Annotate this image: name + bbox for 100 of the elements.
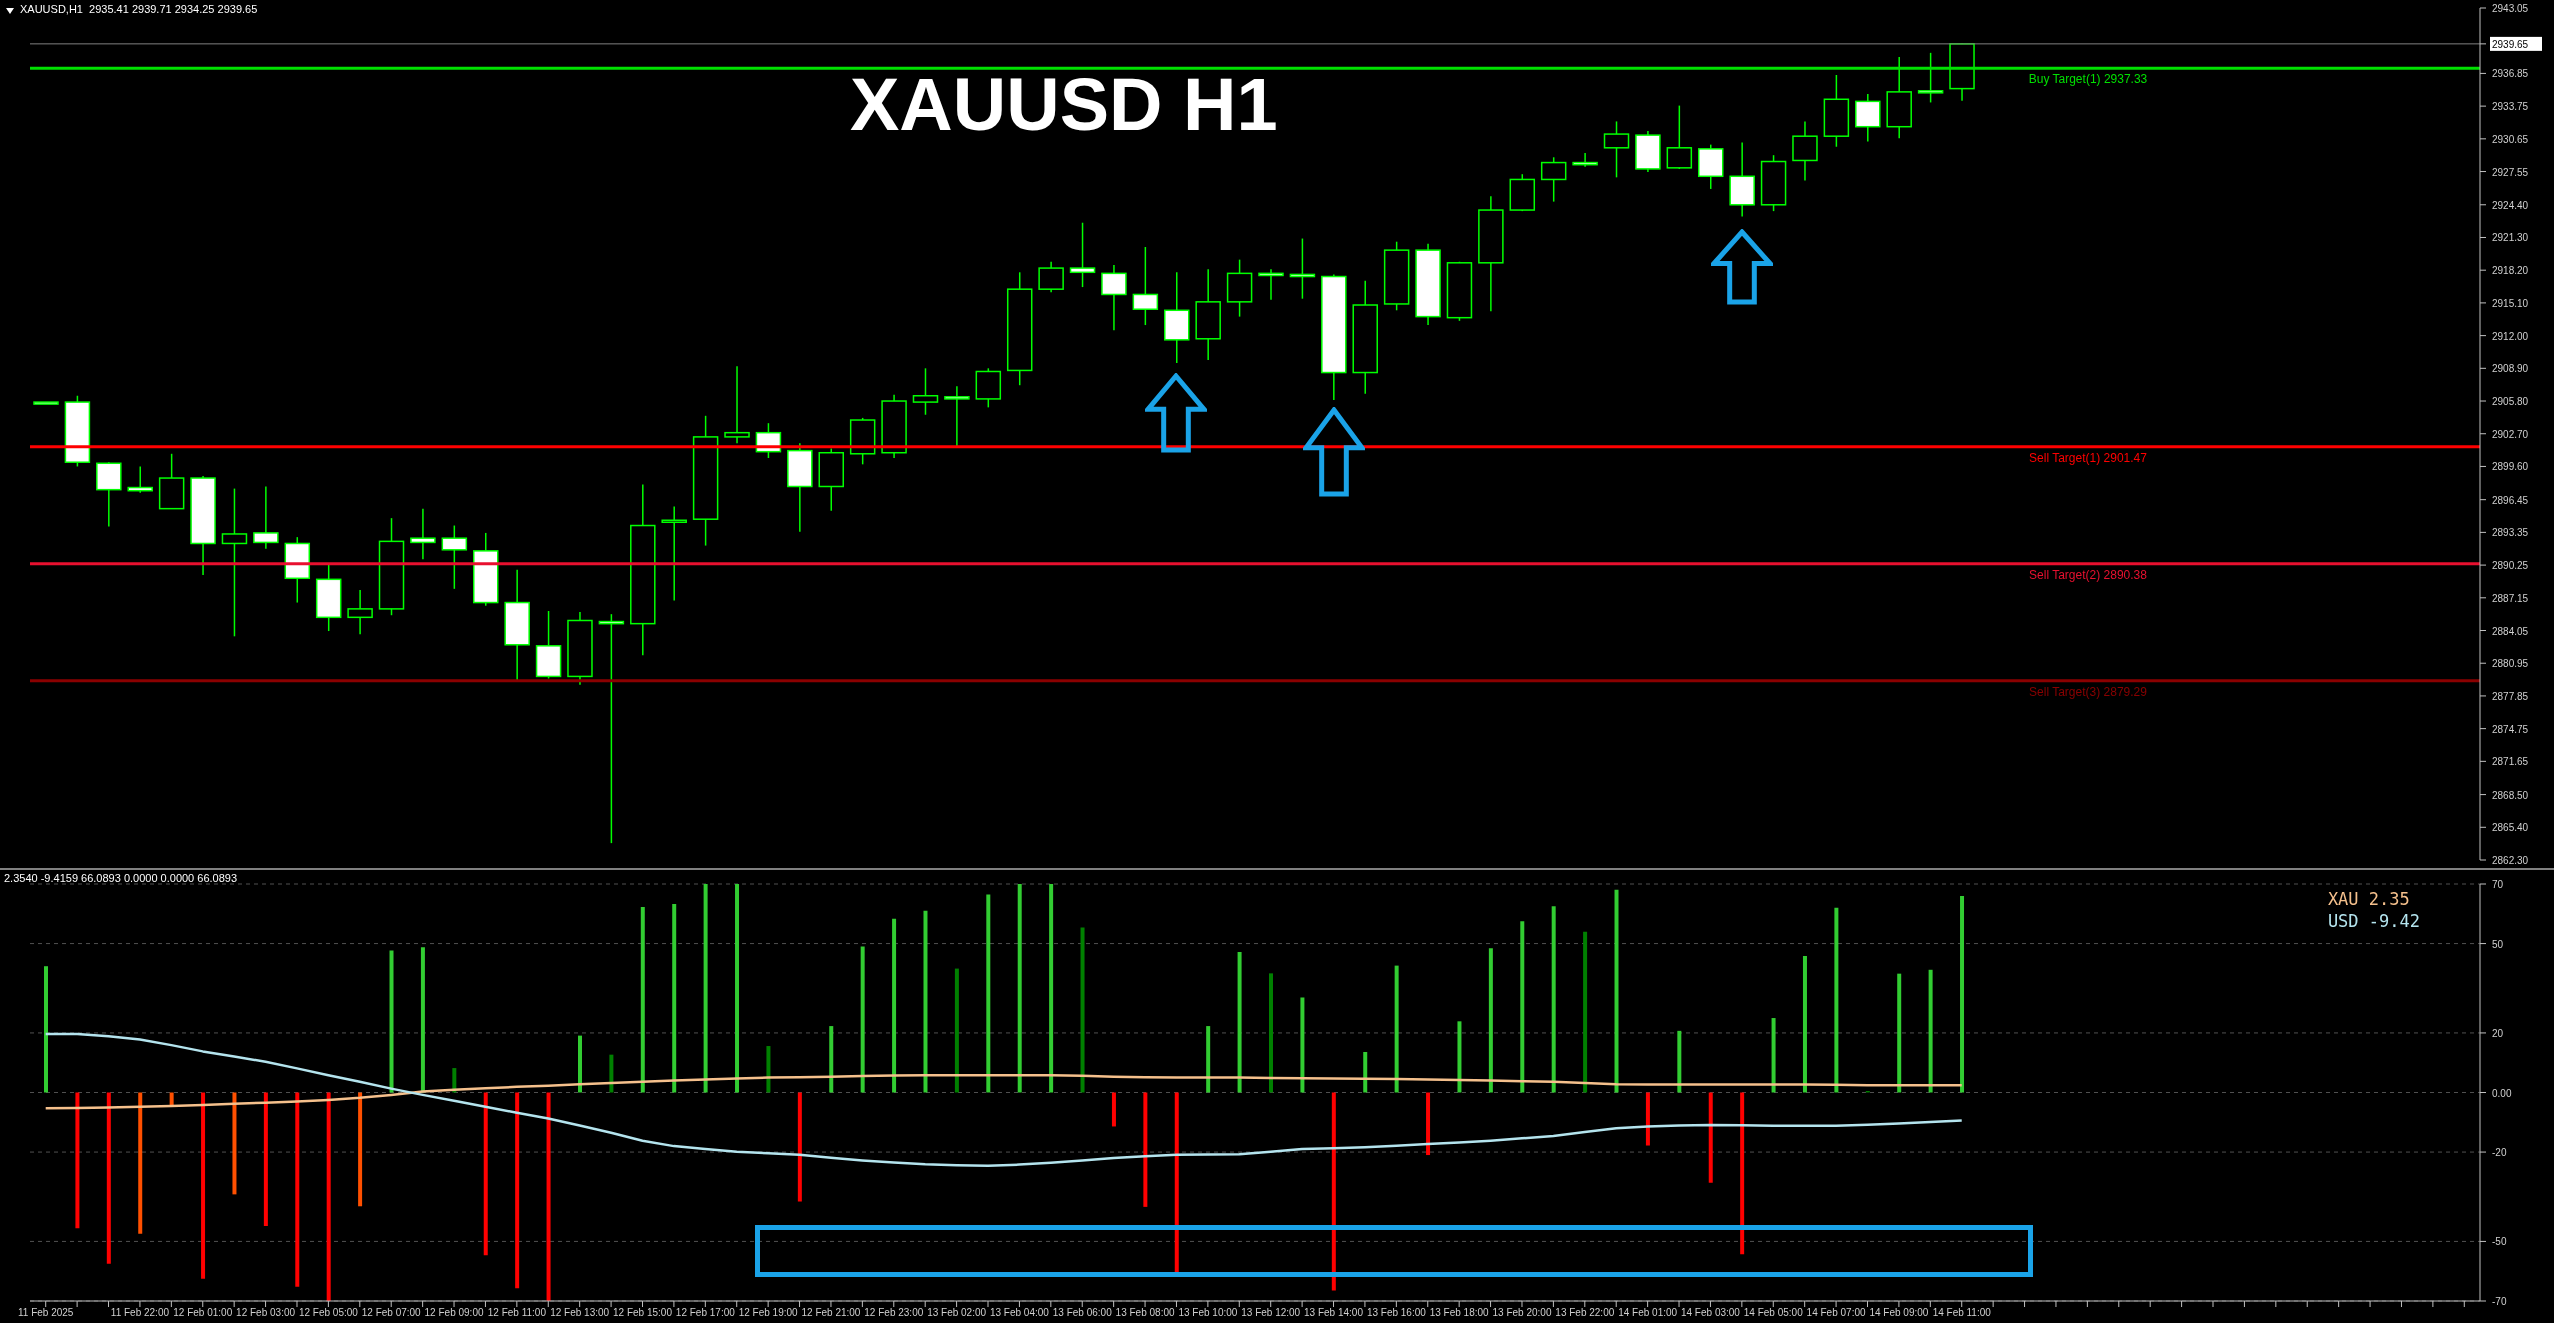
y-tick-label: 2868.50 — [2492, 789, 2529, 801]
x-tick-label: 12 Feb 05:00 — [298, 1307, 359, 1319]
y-tick-label: 2893.35 — [2492, 527, 2529, 539]
bar — [44, 966, 48, 1093]
line-series — [44, 1032, 1963, 1168]
y-tick-label: 2884.05 — [2492, 625, 2529, 637]
bar — [1111, 1092, 1116, 1127]
bar — [1049, 884, 1054, 1093]
bar — [1143, 1092, 1148, 1207]
bar — [1488, 948, 1493, 1093]
x-tick-label: 11 Feb 2025 — [17, 1307, 74, 1319]
x-tick-label: 14 Feb 01:00 — [1618, 1307, 1678, 1319]
y-tick-label: 2905.80 — [2492, 396, 2529, 408]
x-tick-label: 13 Feb 04:00 — [989, 1307, 1050, 1319]
y-tick-label: -70 — [2492, 1296, 2507, 1307]
candlestick — [441, 524, 468, 590]
y-tick-label: -50 — [2492, 1236, 2507, 1248]
x-tick-label: 13 Feb 22:00 — [1555, 1307, 1615, 1319]
ref-line-label: Sell Target(3) 2879.29 — [2029, 684, 2148, 699]
y-tick-label: 2877.85 — [2492, 690, 2529, 702]
text: XAUUSD H1 — [850, 62, 1278, 147]
y-tick-label: 2887.15 — [2492, 592, 2529, 604]
bar — [389, 950, 394, 1093]
candlestick — [1069, 221, 1096, 288]
bar — [232, 1092, 237, 1195]
bar — [1269, 973, 1273, 1093]
ref-line-label: Sell Target(2) 2890.38 — [2029, 567, 2148, 582]
bar — [1551, 906, 1556, 1093]
y-tick-label: 2902.70 — [2492, 428, 2529, 440]
bar — [452, 1068, 457, 1093]
bar — [358, 1092, 363, 1207]
bar — [1363, 1051, 1368, 1093]
y-tick-label: 2939.65 — [2492, 38, 2529, 50]
x-tick-label: 12 Feb 01:00 — [173, 1307, 233, 1319]
y-tick-label: 2890.25 — [2492, 560, 2529, 572]
y-tick-label: 2880.95 — [2492, 658, 2529, 670]
x-tick-label: 12 Feb 07:00 — [361, 1307, 422, 1319]
bar — [577, 1035, 582, 1093]
bar — [1897, 973, 1902, 1093]
bar — [295, 1092, 300, 1287]
y-tick-label: 2908.90 — [2492, 363, 2529, 375]
y-tick-label: 70 — [2492, 879, 2504, 890]
bar — [892, 918, 897, 1093]
x-tick-label: 12 Feb 15:00 — [613, 1307, 673, 1319]
candlestick — [410, 507, 436, 561]
bar — [1300, 997, 1305, 1093]
bar — [766, 1046, 771, 1093]
x-tick-label: 13 Feb 08:00 — [1115, 1307, 1175, 1319]
bar — [735, 884, 740, 1093]
x-tick-label: 14 Feb 11:00 — [1932, 1307, 1992, 1319]
bar — [672, 903, 677, 1093]
y-tick-label: 0.00 — [2492, 1087, 2512, 1099]
bar — [1394, 965, 1399, 1093]
y-tick-label: 2874.75 — [2492, 723, 2529, 735]
x-tick-label: 12 Feb 11:00 — [487, 1307, 547, 1319]
bar — [1645, 1092, 1650, 1146]
bar — [1426, 1092, 1431, 1156]
bar — [1206, 1026, 1211, 1093]
x-tick-label: 12 Feb 17:00 — [675, 1307, 736, 1319]
bar — [75, 1092, 80, 1229]
bar — [954, 968, 959, 1093]
bar — [1677, 1030, 1682, 1093]
x-tick-label: 13 Feb 18:00 — [1429, 1307, 1490, 1319]
bar — [1520, 921, 1525, 1093]
bar — [1017, 884, 1022, 1093]
bar — [201, 1092, 206, 1279]
bar — [1237, 951, 1242, 1093]
candlestick — [1540, 156, 1567, 203]
x-tick-label: 13 Feb 14:00 — [1304, 1307, 1364, 1319]
y-tick-label: 2912.00 — [2492, 330, 2529, 342]
bar — [263, 1092, 268, 1226]
candlestick — [1666, 104, 1693, 170]
y-tick-label: -20 — [2492, 1147, 2507, 1159]
bar — [1583, 931, 1588, 1093]
bar — [546, 1092, 551, 1301]
bar — [829, 1026, 834, 1093]
x-tick-label: 12 Feb 19:00 — [738, 1307, 799, 1319]
candlestick — [1132, 246, 1159, 326]
y-tick-label: 2862.30 — [2492, 855, 2529, 866]
bar — [1928, 969, 1933, 1093]
candlestick — [1603, 120, 1630, 179]
candlestick — [661, 505, 687, 602]
bar — [1174, 1092, 1179, 1275]
y-tick-label: 2918.20 — [2492, 265, 2529, 277]
x-tick-label: 13 Feb 02:00 — [927, 1307, 987, 1319]
bar — [106, 1092, 111, 1264]
y-tick-label: 2915.10 — [2492, 297, 2529, 309]
x-tick-label: 13 Feb 10:00 — [1178, 1307, 1238, 1319]
bar — [986, 894, 991, 1093]
x-tick-label: 12 Feb 23:00 — [864, 1307, 924, 1319]
x-tick-label: 13 Feb 16:00 — [1366, 1307, 1427, 1319]
y-tick-label: 2871.65 — [2492, 756, 2529, 768]
y-tick-label: 2933.75 — [2492, 101, 2529, 113]
candlestick — [724, 365, 750, 444]
bar — [1771, 1018, 1776, 1093]
y-tick-label: 2899.60 — [2492, 461, 2529, 473]
y-tick-label: 2924.40 — [2492, 199, 2529, 211]
x-tick-label: 14 Feb 03:00 — [1680, 1307, 1741, 1319]
text: USD -9.42 — [2327, 910, 2420, 932]
bar — [1802, 956, 1807, 1093]
